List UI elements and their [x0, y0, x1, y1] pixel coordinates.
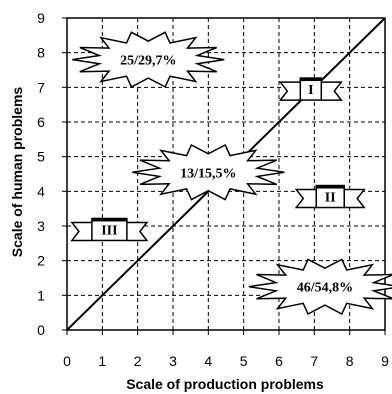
x-tick-label: 7 [310, 353, 318, 369]
plot-border [66, 17, 386, 331]
x-axis-label: Scale of production problems [126, 376, 324, 392]
annotation-label: 25/29,7% [120, 54, 176, 69]
y-tick-label: 5 [37, 149, 45, 165]
x-tick-label: 3 [169, 353, 177, 369]
annotations: 25/29,7% 13/15,5% 46/54,8% [72, 31, 392, 316]
x-tick-label: 6 [275, 353, 283, 369]
starburst-callout [72, 31, 225, 88]
x-tick-label: 5 [240, 353, 248, 369]
y-tick-label: 9 [37, 10, 45, 26]
banner-fold [316, 185, 345, 189]
annotation-label: 13/15,5% [180, 166, 236, 181]
y-tick-label: 6 [37, 114, 45, 130]
banner-left-tail [294, 188, 317, 209]
banner-fold [300, 78, 322, 82]
banner-left-tail [278, 81, 301, 101]
zone-banner: II [294, 184, 366, 209]
zone-label: II [325, 191, 336, 206]
x-tick-label: 2 [134, 353, 142, 369]
starburst-callout [248, 258, 392, 316]
banner-fold [91, 218, 127, 222]
y-axis-label: Scale of human problems [9, 87, 25, 258]
x-tick-label: 4 [204, 353, 212, 369]
zone-banner: III [70, 217, 149, 242]
banner-right-tail [126, 221, 149, 242]
banner-right-tail [344, 188, 366, 209]
starburst-callout [132, 143, 285, 201]
x-tick-label: 1 [98, 353, 106, 369]
zone-banner: I [278, 77, 343, 101]
x-tick-label: 0 [63, 353, 71, 369]
y-tick-label: 8 [37, 45, 45, 61]
x-axis-ticks: 0 1 2 3 4 5 6 7 8 9 [63, 330, 389, 369]
x-tick-label: 8 [346, 353, 354, 369]
banner-left-tail [70, 221, 92, 242]
y-tick-label: 2 [37, 253, 45, 269]
y-tick-label: 0 [37, 322, 45, 338]
y-tick-label: 3 [37, 218, 45, 234]
y-tick-label: 7 [37, 79, 45, 95]
y-tick-label: 1 [37, 287, 45, 303]
zone-label: III [101, 223, 117, 238]
banner-right-tail [321, 81, 343, 101]
plot-frame [66, 17, 386, 331]
zone-label: I [308, 83, 313, 98]
x-tick-label: 9 [381, 353, 389, 369]
y-axis-ticks: 0 1 2 3 4 5 6 7 8 9 [37, 10, 67, 338]
annotation-label: 46/54,8% [297, 281, 353, 296]
y-tick-label: 4 [37, 183, 45, 199]
